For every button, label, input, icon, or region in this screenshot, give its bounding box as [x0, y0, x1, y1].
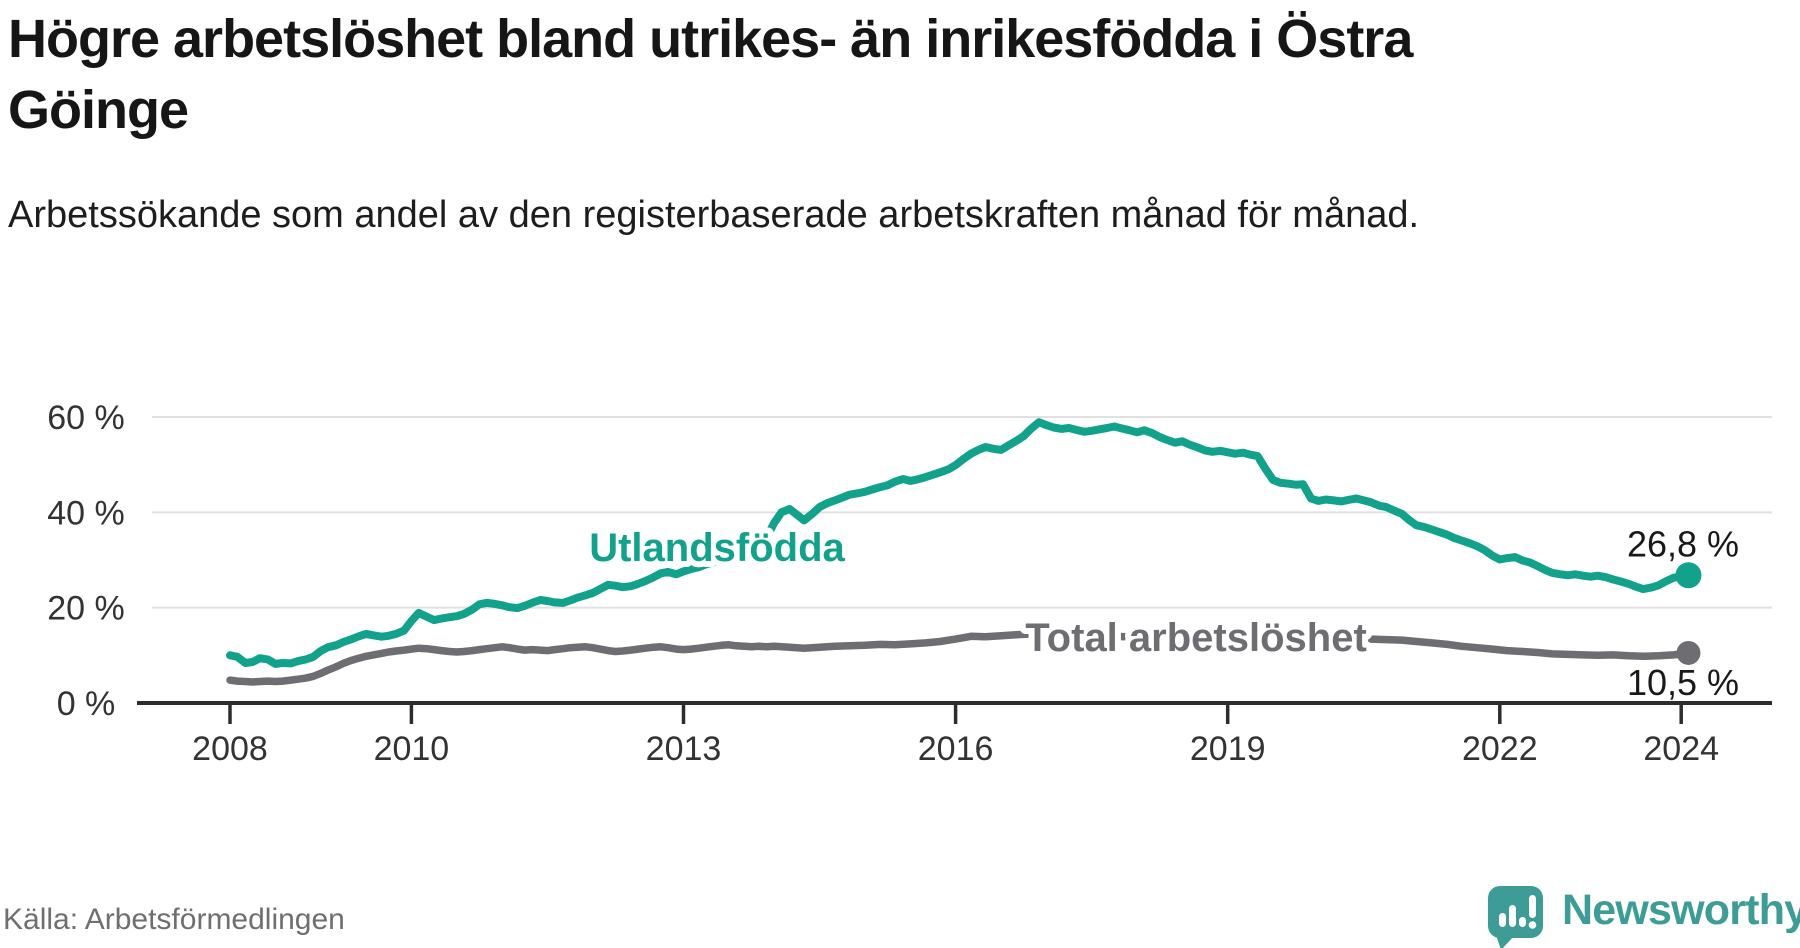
page-title: Högre arbetslöshet bland utrikes- än inr…: [8, 9, 1413, 141]
x-axis-tick-label: 2022: [1462, 730, 1538, 768]
end-dot-total-arbetsl-shet: [1676, 640, 1701, 665]
x-axis-tick-label: 2019: [1190, 730, 1266, 768]
source-note: Källa: Arbetsförmedlingen: [3, 903, 345, 936]
x-axis-tick-label: 2013: [646, 730, 722, 768]
y-axis-tick-label: 0 %: [57, 685, 116, 723]
newsworthy-wordmark: Newsworthy: [1562, 886, 1800, 934]
series-label-utlandsf-dda: Utlandsfödda: [589, 526, 845, 570]
end-dot-utlandsf-dda: [1675, 562, 1702, 589]
series-line-utlandsf-dda: [226, 418, 1693, 668]
y-axis-tick-label: 20 %: [47, 590, 125, 628]
series-label-total-arbetsl-shet: Total arbetslöshet: [1025, 616, 1367, 660]
x-axis-tick-label: 2024: [1643, 730, 1719, 768]
x-axis-tick-label: 2010: [374, 730, 450, 768]
series-line-total-arbetsl-shet: [226, 629, 1693, 686]
end-value-label-total-arbetsl-shet: 10,5 %: [1627, 662, 1739, 703]
newsworthy-logo: Newsworthy: [1488, 884, 1800, 948]
x-axis-tick-label: 2016: [918, 730, 994, 768]
newsworthy-bar-chart-icon: [1488, 886, 1543, 948]
chart-subtitle: Arbetssökande som andel av den registerb…: [8, 194, 1420, 236]
x-axis-tick-label: 2008: [192, 730, 268, 768]
y-axis-tick-label: 40 %: [47, 494, 125, 532]
end-value-label-utlandsf-dda: 26,8 %: [1627, 523, 1739, 564]
y-axis-tick-label: 60 %: [47, 399, 125, 437]
